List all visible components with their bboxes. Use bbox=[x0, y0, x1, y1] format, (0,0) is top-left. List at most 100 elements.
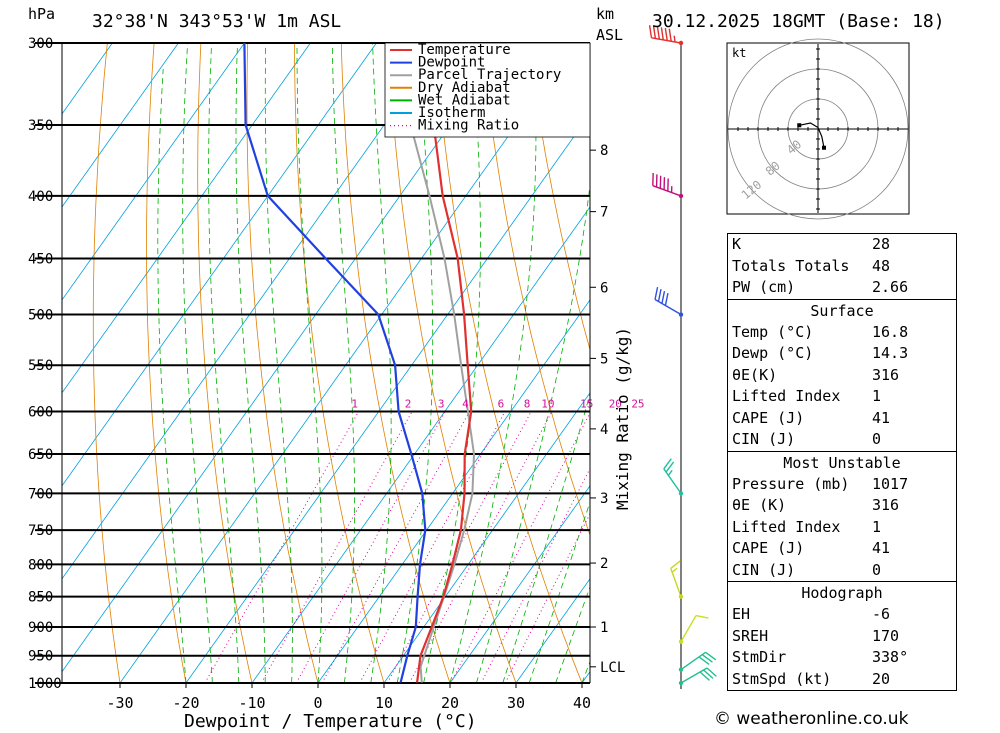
isotherm-line bbox=[62, 43, 245, 301]
wind-barb-flag bbox=[701, 654, 713, 663]
table-row: StmSpd (kt) 20 bbox=[728, 669, 956, 691]
row-value: 170 bbox=[872, 626, 900, 645]
dry-adiabat-line bbox=[197, 43, 253, 683]
altitude-tick-label: LCL bbox=[600, 660, 625, 676]
pressure-tick-label: 600 bbox=[28, 404, 53, 420]
wind-barb-staff bbox=[651, 37, 682, 44]
row-label: Totals Totals bbox=[732, 256, 850, 275]
row-label: CAPE (J) bbox=[732, 539, 805, 557]
row-label: SREH bbox=[732, 626, 769, 645]
x-tick-label: 20 bbox=[441, 694, 459, 712]
row-label: K bbox=[732, 235, 742, 253]
row-value: 28 bbox=[872, 235, 891, 253]
wet-adiabat-line bbox=[296, 43, 323, 683]
mixing-ratio-line bbox=[321, 411, 470, 683]
km-unit-label: km bbox=[596, 5, 614, 23]
wind-barb-half-flag bbox=[671, 567, 678, 573]
row-label: CIN (J) bbox=[732, 560, 796, 579]
row-value: 1017 bbox=[872, 474, 909, 493]
table-row: Pressure (mb) 1017 bbox=[728, 474, 956, 496]
parcel-trajectory-line bbox=[388, 43, 475, 683]
table-row: Lifted Index 1 bbox=[728, 386, 956, 408]
isotherm-line bbox=[317, 299, 590, 683]
isotherm-line bbox=[62, 43, 311, 394]
x-tick-label: 40 bbox=[573, 694, 591, 712]
wind-barb-staff bbox=[652, 185, 682, 197]
wind-barb-flag bbox=[656, 26, 661, 40]
mixing-ratio-label: 20 bbox=[609, 397, 622, 410]
wet-adiabat-line bbox=[449, 43, 537, 683]
legend-label: Temperature bbox=[418, 42, 511, 58]
hodograph-end-marker bbox=[822, 145, 826, 150]
pressure-tick-label: 650 bbox=[28, 447, 53, 463]
section-title: Most Unstable bbox=[783, 453, 901, 472]
table-row: K 28 bbox=[728, 234, 956, 256]
wind-barb-flag bbox=[648, 25, 653, 38]
dry-adiabat-line bbox=[950, 43, 1000, 683]
table-row: StmDir 338° bbox=[728, 647, 956, 669]
wind-barb-flag bbox=[657, 289, 662, 302]
wind-barb-flag bbox=[661, 291, 666, 304]
table-row: CIN (J) 0 bbox=[728, 560, 956, 582]
row-label: θE (K) bbox=[732, 496, 787, 514]
row-label: Lifted Index bbox=[732, 517, 841, 536]
wet-adiabat-line bbox=[208, 43, 240, 683]
row-value: 14.3 bbox=[872, 344, 909, 362]
wind-barb-staff bbox=[654, 298, 682, 316]
table-row: Temp (°C) 16.8 bbox=[728, 322, 956, 344]
hodograph-start-marker bbox=[797, 123, 802, 128]
x-tick-label: -10 bbox=[238, 694, 265, 712]
legend-label: Parcel Trajectory bbox=[418, 67, 561, 83]
table-row: Dewp (°C) 14.3 bbox=[728, 343, 956, 365]
altitude-tick-label: 8 bbox=[600, 143, 608, 159]
wind-barb-flag bbox=[698, 656, 710, 666]
pressure-tick-label: 750 bbox=[28, 523, 53, 539]
row-value: 316 bbox=[872, 365, 900, 384]
x-axis-title: Dewpoint / Temperature (°C) bbox=[184, 711, 477, 732]
x-tick-label: 30 bbox=[507, 694, 525, 712]
mixing-ratio-label: 1 bbox=[351, 397, 358, 410]
isotherm-line bbox=[62, 43, 443, 580]
legend-label: Dry Adiabat bbox=[418, 80, 511, 96]
wind-barb-staff bbox=[670, 568, 682, 597]
wind-barb bbox=[652, 173, 684, 199]
table-row: CAPE (J) 41 bbox=[728, 538, 956, 560]
wind-barb-staff bbox=[680, 651, 706, 671]
table-row: Totals Totals 48 bbox=[728, 256, 956, 278]
table-row: PW (cm) 2.66 bbox=[728, 277, 956, 299]
asl-unit-label: ASL bbox=[596, 26, 623, 44]
row-label: Pressure (mb) bbox=[732, 474, 850, 493]
wind-barb-flag bbox=[664, 27, 668, 41]
wind-barb-flag bbox=[668, 28, 672, 42]
axes: 1 2 3 4 6 8 10 15 20 2530035040045050055060065070… bbox=[28, 36, 645, 712]
legend-label: Isotherm bbox=[418, 105, 485, 121]
wind-barb-staff bbox=[680, 667, 708, 684]
wind-barb-half-flag bbox=[667, 469, 673, 476]
wind-barb bbox=[678, 667, 717, 686]
mixing-ratio-label: 6 bbox=[498, 397, 505, 410]
mixing-ratio-label: 15 bbox=[580, 397, 593, 410]
indices-section: K 28 Totals Totals 48 PW (cm) 2.66 bbox=[728, 234, 956, 299]
wind-barb-flag bbox=[706, 667, 717, 677]
isotherm-line bbox=[449, 485, 590, 683]
row-value: 48 bbox=[872, 256, 891, 275]
wind-barb-flag bbox=[699, 671, 710, 681]
row-value: 16.8 bbox=[872, 322, 909, 341]
section-title: Surface bbox=[810, 301, 874, 320]
wind-barb bbox=[648, 25, 684, 46]
mixing-ratio-label: 10 bbox=[541, 397, 554, 410]
isotherm-line bbox=[62, 43, 509, 673]
wind-barb-flag bbox=[663, 458, 672, 470]
altitude-tick-label: 2 bbox=[600, 556, 608, 572]
datetime-title: 30.12.2025 18GMT (Base: 18) bbox=[652, 11, 945, 32]
isotherm-line bbox=[383, 392, 590, 683]
row-value: 41 bbox=[872, 408, 891, 427]
wind-barb-flag bbox=[695, 614, 709, 619]
wind-barb-flag bbox=[670, 560, 682, 569]
row-label: StmSpd (kt) bbox=[732, 669, 832, 688]
wind-barb-flag bbox=[665, 461, 675, 473]
altitude-tick-label: 4 bbox=[600, 422, 608, 438]
row-value: 0 bbox=[872, 430, 882, 448]
row-label: θE(K) bbox=[732, 365, 778, 384]
